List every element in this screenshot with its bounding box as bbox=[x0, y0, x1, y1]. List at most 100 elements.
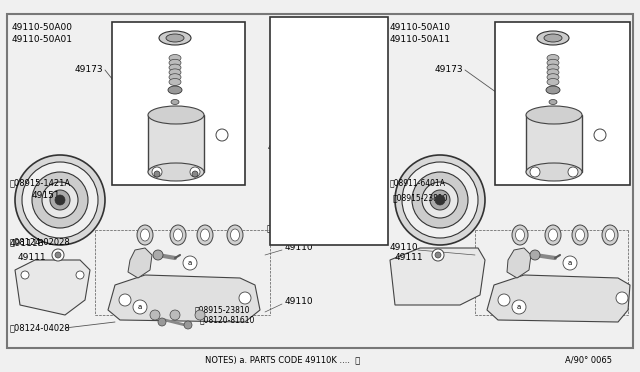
Circle shape bbox=[422, 182, 458, 218]
Ellipse shape bbox=[526, 163, 582, 181]
Circle shape bbox=[412, 172, 468, 228]
Circle shape bbox=[498, 294, 510, 306]
Ellipse shape bbox=[169, 55, 181, 61]
Ellipse shape bbox=[227, 225, 243, 245]
Circle shape bbox=[435, 195, 445, 205]
Text: 49110: 49110 bbox=[285, 298, 314, 307]
Circle shape bbox=[119, 294, 131, 306]
Text: 49110-50A11: 49110-50A11 bbox=[390, 35, 451, 45]
Circle shape bbox=[158, 318, 166, 326]
Ellipse shape bbox=[512, 225, 528, 245]
Polygon shape bbox=[507, 248, 531, 278]
Ellipse shape bbox=[547, 69, 559, 76]
Ellipse shape bbox=[549, 99, 557, 105]
Text: SEE SEC.: SEE SEC. bbox=[278, 208, 312, 217]
Text: NOTES) a. PARTS CODE 49110K ....  ⓐ: NOTES) a. PARTS CODE 49110K .... ⓐ bbox=[205, 356, 360, 365]
Bar bbox=[148, 115, 204, 172]
Circle shape bbox=[435, 252, 441, 258]
Ellipse shape bbox=[575, 229, 584, 241]
Circle shape bbox=[320, 205, 340, 225]
Text: Ⓧ08915-23810: Ⓧ08915-23810 bbox=[393, 193, 449, 202]
Text: 49110: 49110 bbox=[285, 244, 314, 253]
Text: a: a bbox=[217, 132, 221, 138]
Circle shape bbox=[52, 249, 64, 261]
Circle shape bbox=[55, 252, 61, 258]
Text: 49110-50A01: 49110-50A01 bbox=[12, 35, 73, 45]
Text: 497: 497 bbox=[290, 38, 307, 48]
Circle shape bbox=[50, 190, 70, 210]
Ellipse shape bbox=[141, 229, 150, 241]
Circle shape bbox=[170, 310, 180, 320]
Circle shape bbox=[402, 162, 478, 238]
Ellipse shape bbox=[547, 74, 559, 81]
Circle shape bbox=[294, 192, 300, 198]
Ellipse shape bbox=[173, 229, 182, 241]
Circle shape bbox=[530, 167, 540, 177]
Ellipse shape bbox=[572, 225, 588, 245]
Bar bbox=[270, 17, 388, 245]
Text: 49173: 49173 bbox=[75, 65, 104, 74]
Text: a: a bbox=[188, 260, 192, 266]
Text: a: a bbox=[138, 304, 142, 310]
Ellipse shape bbox=[169, 78, 181, 86]
Ellipse shape bbox=[547, 55, 559, 61]
Circle shape bbox=[337, 219, 344, 225]
Ellipse shape bbox=[166, 34, 184, 42]
Text: 49157: 49157 bbox=[590, 144, 616, 153]
Circle shape bbox=[216, 129, 228, 141]
Circle shape bbox=[195, 310, 205, 320]
Text: Ⓣ08911-6401A: Ⓣ08911-6401A bbox=[390, 179, 446, 187]
Circle shape bbox=[530, 250, 540, 260]
Circle shape bbox=[184, 321, 192, 329]
Circle shape bbox=[594, 129, 606, 141]
Polygon shape bbox=[15, 260, 90, 315]
Circle shape bbox=[190, 167, 200, 177]
Circle shape bbox=[512, 300, 526, 314]
Ellipse shape bbox=[311, 201, 349, 229]
Polygon shape bbox=[350, 168, 365, 188]
Text: ⒲08124-04028: ⒲08124-04028 bbox=[10, 324, 71, 333]
Circle shape bbox=[349, 192, 355, 198]
Circle shape bbox=[42, 182, 78, 218]
Circle shape bbox=[616, 292, 628, 304]
Text: a: a bbox=[517, 304, 521, 310]
Text: 49110: 49110 bbox=[390, 244, 419, 253]
Text: 49173: 49173 bbox=[435, 65, 463, 74]
Ellipse shape bbox=[537, 31, 569, 45]
Circle shape bbox=[183, 256, 197, 270]
Ellipse shape bbox=[197, 225, 213, 245]
Text: 49111: 49111 bbox=[18, 253, 47, 263]
Circle shape bbox=[305, 192, 311, 198]
Ellipse shape bbox=[171, 99, 179, 105]
Text: 49182X: 49182X bbox=[590, 74, 622, 83]
Text: 497: 497 bbox=[288, 219, 303, 228]
Circle shape bbox=[239, 292, 251, 304]
Circle shape bbox=[55, 195, 65, 205]
Polygon shape bbox=[128, 248, 152, 278]
Circle shape bbox=[325, 210, 335, 220]
Ellipse shape bbox=[547, 64, 559, 71]
Ellipse shape bbox=[168, 86, 182, 94]
Circle shape bbox=[563, 256, 577, 270]
Text: ⒲08124-02028: ⒲08124-02028 bbox=[10, 237, 71, 247]
Ellipse shape bbox=[546, 86, 560, 94]
Circle shape bbox=[360, 192, 366, 198]
Text: ⒲08120-81610: ⒲08120-81610 bbox=[200, 315, 255, 324]
Circle shape bbox=[316, 205, 323, 211]
Ellipse shape bbox=[605, 229, 614, 241]
Text: 49111: 49111 bbox=[395, 253, 424, 263]
Circle shape bbox=[154, 171, 160, 177]
Ellipse shape bbox=[544, 34, 562, 42]
Text: a: a bbox=[568, 260, 572, 266]
Circle shape bbox=[22, 162, 98, 238]
Circle shape bbox=[337, 205, 344, 211]
Text: 49111B: 49111B bbox=[10, 238, 45, 247]
Text: 49157: 49157 bbox=[207, 144, 234, 153]
Ellipse shape bbox=[170, 225, 186, 245]
Ellipse shape bbox=[169, 59, 181, 66]
Ellipse shape bbox=[230, 229, 239, 241]
Ellipse shape bbox=[547, 78, 559, 86]
Polygon shape bbox=[487, 275, 630, 322]
Circle shape bbox=[432, 249, 444, 261]
Ellipse shape bbox=[137, 225, 153, 245]
